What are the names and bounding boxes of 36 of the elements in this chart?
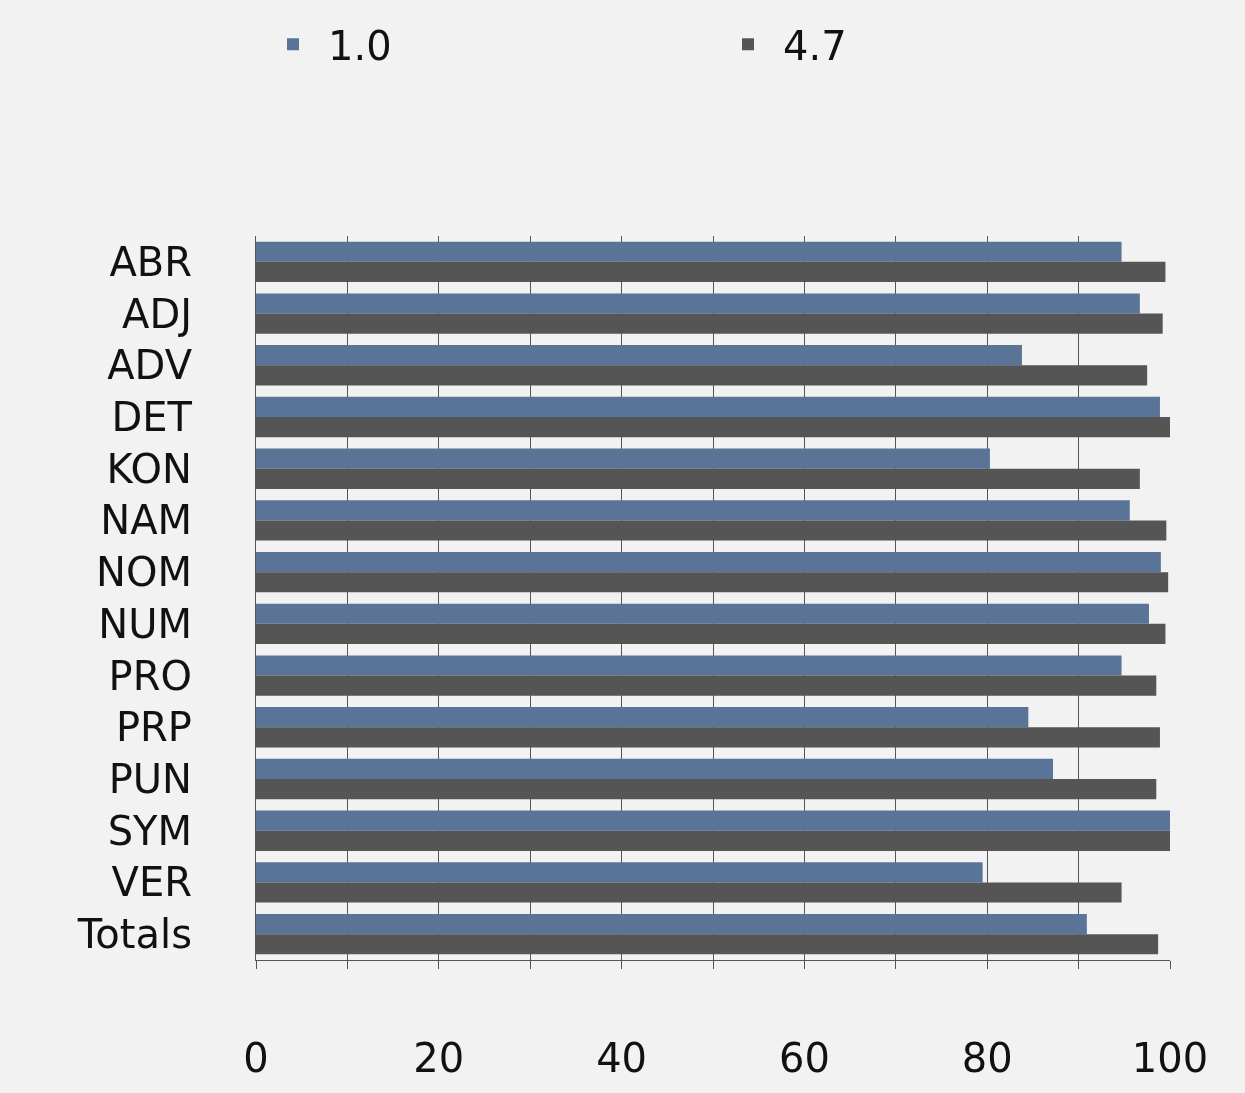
x-tick-label: 0 bbox=[243, 1035, 269, 1081]
bar bbox=[256, 293, 1140, 314]
x-tick-label: 80 bbox=[961, 1035, 1013, 1081]
legend-label: 1.0 bbox=[328, 22, 392, 69]
bar bbox=[256, 810, 1170, 831]
x-tick-label: 60 bbox=[778, 1035, 830, 1081]
x-tick-label: 100 bbox=[1131, 1035, 1209, 1081]
y-tick-label: ADJ bbox=[122, 290, 192, 337]
bar bbox=[256, 603, 1149, 624]
legend-label: 4.7 bbox=[783, 22, 847, 69]
x-tick-label: 40 bbox=[596, 1035, 648, 1081]
bar bbox=[256, 241, 1122, 262]
x-tick-label: 20 bbox=[413, 1035, 465, 1081]
y-tick-label: DET bbox=[111, 394, 193, 440]
bar bbox=[256, 758, 1054, 779]
y-tick-label: PRO bbox=[108, 652, 192, 699]
bar bbox=[256, 655, 1122, 676]
y-tick-label: NAM bbox=[100, 497, 192, 544]
bar bbox=[256, 500, 1130, 521]
y-tick-label: ABR bbox=[109, 238, 192, 285]
y-tick-label: PRP bbox=[115, 704, 192, 751]
y-tick-label: VER bbox=[111, 859, 192, 906]
bar bbox=[256, 448, 990, 469]
y-tick-label: NOM bbox=[96, 549, 192, 596]
y-tick-label: SYM bbox=[107, 807, 192, 854]
y-tick-label: NUM bbox=[98, 600, 192, 647]
bar bbox=[256, 913, 1087, 935]
bar bbox=[256, 396, 1160, 417]
y-tick-label: ADV bbox=[107, 342, 193, 389]
bar bbox=[256, 707, 1029, 728]
bar bbox=[256, 862, 983, 883]
y-tick-label: Totals bbox=[76, 911, 192, 958]
y-tick-label: PUN bbox=[108, 756, 192, 802]
y-tick-label: KON bbox=[106, 445, 192, 492]
bar bbox=[256, 551, 1161, 573]
bar bbox=[256, 345, 1022, 366]
